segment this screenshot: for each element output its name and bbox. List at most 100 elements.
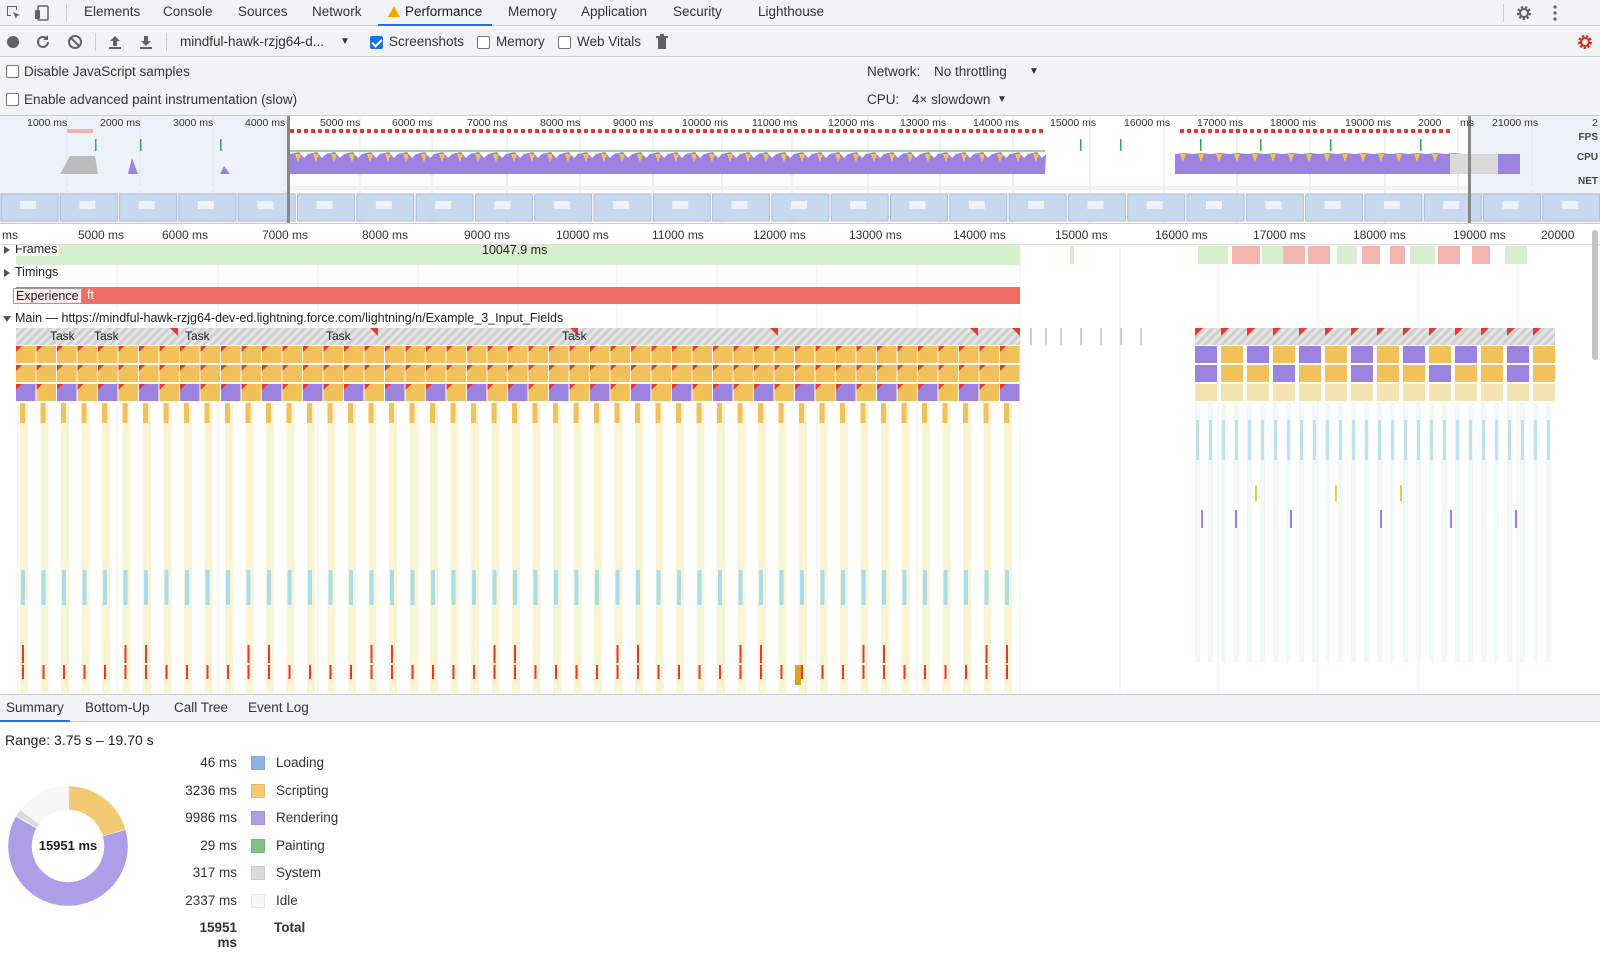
tab-summary[interactable]: Summary	[0, 695, 70, 722]
webvitals-checkbox[interactable]	[558, 36, 571, 49]
long-task-marker	[1299, 328, 1307, 336]
flame-block	[20, 403, 25, 423]
cpu-system-area	[1450, 154, 1500, 174]
download-profile-icon[interactable]	[137, 33, 155, 51]
capture-settings-gear-icon[interactable]	[1576, 33, 1594, 51]
expand-frames-icon[interactable]	[4, 246, 10, 254]
fps-label: FPS	[1578, 132, 1598, 143]
long-task-marker	[446, 365, 453, 371]
reload-record-icon[interactable]	[34, 33, 52, 51]
flame-block	[862, 645, 865, 663]
flame-column	[102, 403, 110, 693]
cpu-rendering-area	[1175, 153, 1463, 174]
flame-block	[83, 665, 86, 679]
flame-block	[698, 665, 701, 679]
long-task-marker	[651, 384, 658, 390]
flame-block	[836, 365, 856, 382]
network-throttle-select[interactable]: No throttling	[934, 64, 1007, 79]
long-frame-marker	[563, 129, 567, 133]
flame-block	[36, 346, 56, 363]
flame-block	[1533, 365, 1555, 382]
capture-settings-panel: Disable JavaScript samples Enable advanc…	[0, 58, 1600, 116]
flame-block	[206, 665, 209, 679]
tab-application[interactable]: Application	[581, 4, 648, 19]
flame-chart[interactable]: Frames 10047.9 ms Timings Experience ft …	[0, 245, 1590, 693]
inspect-element-icon[interactable]	[5, 4, 23, 22]
task-label[interactable]: Task	[562, 329, 587, 343]
tab-console[interactable]: Console	[163, 4, 213, 19]
task-label[interactable]: Task	[326, 329, 351, 343]
clear-icon[interactable]	[66, 33, 84, 51]
flame-block	[883, 645, 885, 663]
overview-tick-label: 15000 ms	[1050, 117, 1097, 129]
upload-profile-icon[interactable]	[106, 33, 124, 51]
net-label: NET	[1578, 176, 1598, 187]
cpu-scripting-peak	[385, 154, 391, 162]
long-frame-marker	[402, 129, 406, 133]
flame-block	[329, 665, 332, 679]
overview-graph	[0, 116, 1600, 223]
chevron-down-icon[interactable]: ▼	[1029, 66, 1039, 77]
long-task-marker	[918, 384, 924, 390]
tab-network[interactable]: Network	[312, 4, 362, 19]
donut-slice-scripting	[68, 785, 127, 837]
long-task-marker	[221, 384, 227, 390]
chevron-down-icon[interactable]: ▼	[340, 36, 350, 47]
flame-block	[493, 665, 496, 679]
cpu-scripting-peak	[331, 154, 337, 162]
screenshot-thumbnail	[593, 193, 652, 222]
experience-track-label[interactable]: Experience	[13, 288, 82, 304]
chevron-down-icon[interactable]: ▼	[997, 94, 1007, 105]
long-task-marker	[754, 346, 760, 352]
long-task-marker	[1481, 328, 1489, 336]
more-options-icon[interactable]	[1546, 4, 1564, 22]
tab-memory[interactable]: Memory	[508, 4, 557, 19]
donut-slice-idle	[19, 785, 69, 825]
flame-block	[614, 403, 620, 423]
memory-checkbox[interactable]	[477, 36, 490, 49]
cpu-throttle-select[interactable]: 4× slowdown	[912, 92, 991, 107]
tab-performance[interactable]: Performance	[378, 0, 493, 26]
profile-select[interactable]: mindful-hawk-rzjg64-d...	[180, 34, 325, 49]
long-frame-marker	[577, 129, 581, 133]
main-thread-label[interactable]: Main — https://mindful-hawk-rzjg64-dev-e…	[13, 311, 566, 325]
task-label[interactable]: Task	[94, 329, 119, 343]
tab-bottom-up[interactable]: Bottom-Up	[85, 700, 150, 715]
timeline-overview[interactable]: 1000 ms 2000 ms 3000 ms 4000 ms 5000 ms 6000 …	[0, 116, 1600, 224]
flame-block	[1273, 346, 1295, 363]
tab-elements[interactable]: Elements	[84, 4, 141, 19]
long-frame-marker	[892, 129, 896, 133]
screenshots-checkbox[interactable]	[370, 36, 383, 49]
tab-event-log[interactable]: Event Log	[248, 700, 309, 715]
flame-chart-scrollbar[interactable]	[1590, 230, 1600, 360]
disable-js-samples-checkbox[interactable]	[6, 65, 19, 78]
advanced-paint-checkbox[interactable]	[6, 93, 19, 106]
frames-track-label[interactable]: Frames	[13, 245, 60, 256]
trash-icon[interactable]	[653, 33, 671, 51]
long-frame-marker	[493, 129, 497, 133]
device-toolbar-icon[interactable]	[33, 4, 51, 22]
timings-track-label[interactable]: Timings	[13, 265, 61, 279]
tab-security[interactable]: Security	[673, 4, 722, 19]
flame-block	[221, 384, 241, 401]
flame-block	[16, 346, 36, 363]
scrollbar-thumb[interactable]	[1592, 230, 1598, 360]
long-task-marker	[16, 365, 22, 371]
tab-sources[interactable]: Sources	[238, 4, 288, 19]
long-task-marker	[528, 346, 535, 352]
expand-timings-icon[interactable]	[4, 269, 10, 277]
flame-block	[1391, 420, 1394, 460]
flame-block	[713, 365, 733, 382]
task-label[interactable]: Task	[50, 329, 75, 343]
tab-call-tree[interactable]: Call Tree	[174, 700, 229, 715]
collapse-main-icon[interactable]	[3, 316, 11, 322]
flame-block	[897, 384, 917, 401]
summary-panel: Range: 3.75 s – 19.70 s 15951 ms 46 ms Lo…	[0, 723, 1600, 959]
long-frame-marker	[1432, 129, 1436, 133]
long-frame-marker	[976, 129, 980, 133]
record-icon[interactable]	[4, 33, 22, 51]
flame-column	[143, 403, 151, 693]
tab-lighthouse[interactable]: Lighthouse	[758, 4, 825, 19]
task-label[interactable]: Task	[185, 329, 210, 343]
settings-gear-icon[interactable]	[1515, 4, 1533, 22]
